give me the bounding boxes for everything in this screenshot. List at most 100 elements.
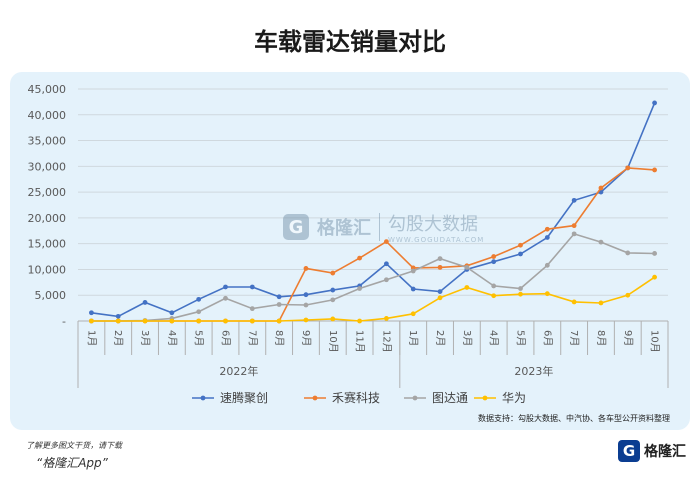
data-point bbox=[652, 100, 657, 106]
data-point bbox=[598, 239, 604, 245]
x-tick-label: 10月 bbox=[649, 330, 661, 353]
x-tick-label: 8月 bbox=[595, 330, 607, 346]
watermark-name: 格隆汇 bbox=[317, 218, 371, 239]
legend-marker bbox=[482, 395, 488, 401]
y-tick-label: 10,000 bbox=[28, 263, 67, 276]
x-tick-label: 5月 bbox=[515, 330, 527, 346]
x-tick-label: 9月 bbox=[300, 330, 312, 346]
legend-label: 华为 bbox=[502, 391, 526, 405]
footer-note: 了解更多图文干货，请下载 bbox=[26, 441, 122, 450]
chart-card bbox=[10, 72, 690, 430]
data-point bbox=[410, 311, 416, 317]
x-tick-label: 3月 bbox=[139, 330, 151, 346]
data-point bbox=[115, 318, 121, 324]
x-tick-label: 1月 bbox=[85, 330, 97, 346]
data-point bbox=[571, 231, 577, 237]
y-tick-label: 5,000 bbox=[35, 289, 67, 302]
data-point bbox=[276, 302, 282, 307]
data-point bbox=[518, 251, 523, 257]
series-line bbox=[91, 232, 655, 322]
y-tick-label: 40,000 bbox=[28, 109, 67, 122]
y-tick-label: - bbox=[62, 315, 66, 328]
data-point bbox=[223, 284, 228, 290]
data-point bbox=[571, 223, 577, 229]
data-point bbox=[464, 285, 470, 290]
y-tick-label: 35,000 bbox=[28, 135, 67, 148]
brand: G 格隆汇 bbox=[618, 440, 686, 462]
x-tick-label: 9月 bbox=[622, 330, 634, 346]
brand-logo-icon: G bbox=[618, 440, 640, 462]
data-point bbox=[652, 274, 657, 280]
x-tick-label: 6月 bbox=[220, 330, 232, 346]
data-point bbox=[598, 300, 604, 306]
data-point bbox=[142, 300, 148, 305]
data-point bbox=[518, 242, 523, 248]
data-point bbox=[196, 309, 202, 315]
legend-marker bbox=[312, 395, 318, 401]
data-point bbox=[625, 292, 631, 298]
data-point bbox=[330, 270, 336, 276]
data-point bbox=[249, 306, 255, 312]
data-point bbox=[384, 316, 389, 321]
data-point bbox=[437, 295, 443, 301]
data-point bbox=[384, 277, 389, 283]
x-tick-label: 4月 bbox=[166, 330, 178, 346]
data-point bbox=[491, 259, 497, 265]
data-point bbox=[303, 302, 309, 308]
watermark-divider bbox=[379, 213, 380, 241]
x-tick-label: 6月 bbox=[541, 330, 553, 346]
data-point bbox=[652, 167, 657, 173]
brand-name: 格隆汇 bbox=[644, 444, 686, 460]
group-label: 2022年 bbox=[219, 364, 258, 378]
footer-app-name: “格隆汇App” bbox=[36, 456, 108, 470]
data-point bbox=[303, 317, 309, 323]
series-line bbox=[91, 102, 656, 318]
data-point bbox=[491, 283, 497, 289]
data-point bbox=[652, 251, 657, 256]
data-point bbox=[544, 226, 550, 232]
data-point bbox=[357, 255, 362, 261]
data-point bbox=[196, 318, 202, 324]
data-point bbox=[223, 318, 228, 324]
data-point bbox=[437, 264, 443, 270]
data-point bbox=[196, 296, 202, 302]
x-tick-label: 2月 bbox=[112, 330, 124, 346]
chart-title: 车载雷达销量对比 bbox=[254, 28, 446, 56]
data-point bbox=[276, 318, 282, 324]
x-tick-label: 7月 bbox=[246, 330, 258, 346]
data-point bbox=[330, 287, 336, 293]
data-point bbox=[142, 318, 148, 324]
data-point bbox=[89, 310, 94, 316]
data-point bbox=[169, 318, 175, 324]
data-point bbox=[115, 313, 121, 319]
y-tick-label: 20,000 bbox=[28, 212, 67, 225]
x-tick-label: 8月 bbox=[273, 330, 285, 346]
x-tick-label: 11月 bbox=[354, 330, 366, 353]
data-point bbox=[357, 318, 362, 324]
series-line bbox=[91, 167, 655, 322]
data-point bbox=[518, 291, 523, 297]
data-point bbox=[303, 292, 309, 298]
x-tick-label: 4月 bbox=[488, 330, 500, 346]
data-point bbox=[464, 264, 470, 270]
watermark-logo-icon: G bbox=[283, 214, 309, 240]
y-tick-label: 25,000 bbox=[28, 186, 67, 199]
y-tick-label: 15,000 bbox=[28, 238, 67, 251]
data-point bbox=[169, 310, 175, 316]
data-point bbox=[330, 316, 336, 322]
data-point bbox=[410, 268, 416, 274]
group-label: 2023年 bbox=[514, 364, 553, 378]
data-point bbox=[491, 254, 497, 259]
y-tick-label: 30,000 bbox=[28, 160, 67, 173]
data-point bbox=[249, 284, 255, 290]
data-point bbox=[544, 291, 550, 297]
watermark-url: WWW.GOGUDATA.COM bbox=[388, 236, 485, 244]
data-point bbox=[384, 261, 389, 267]
data-point bbox=[598, 185, 604, 191]
data-point bbox=[625, 250, 631, 256]
legend-label: 禾赛科技 bbox=[332, 390, 380, 405]
data-point bbox=[625, 165, 631, 171]
x-tick-label: 7月 bbox=[568, 330, 580, 346]
legend-marker bbox=[200, 395, 206, 401]
